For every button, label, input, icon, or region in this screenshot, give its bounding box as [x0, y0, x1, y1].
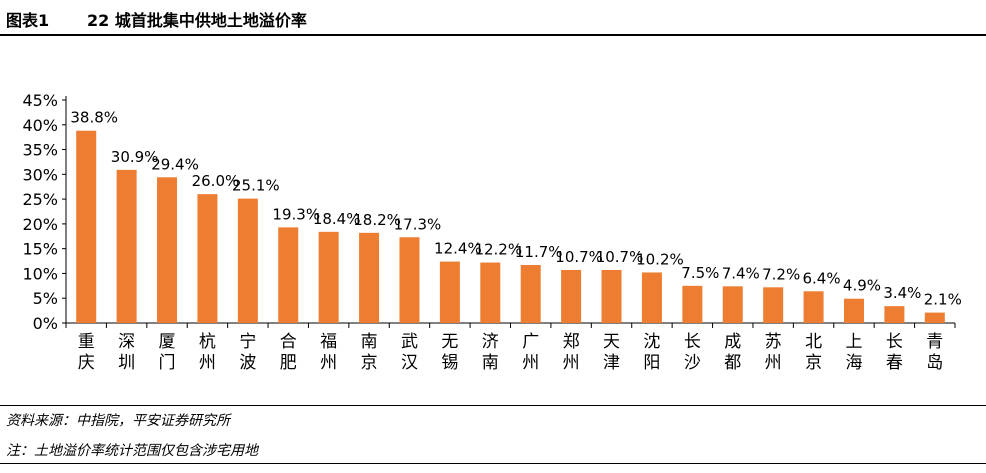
category-label: 长沙 [684, 332, 701, 373]
bar-9 [399, 237, 420, 323]
source-note: 资料来源：中指院，平安证券研究所 [6, 413, 230, 429]
bar-12 [520, 265, 541, 323]
category-label: 武汉 [401, 332, 418, 373]
bar-2 [116, 169, 137, 323]
y-tick-label: 35% [22, 141, 58, 160]
footer-divider [0, 405, 986, 406]
bar-6 [278, 227, 299, 323]
figure-header: 图表1 22 城首批集中供地土地溢价率 [0, 0, 986, 36]
y-tick-label: 0% [33, 314, 58, 333]
y-tick-label: 15% [22, 240, 58, 259]
data-label: 4.9% [843, 277, 881, 295]
bar-11 [480, 262, 501, 323]
category-label: 成都 [724, 332, 741, 373]
bar-16 [682, 285, 703, 323]
y-tick-label: 20% [22, 215, 58, 234]
bar-14 [601, 269, 622, 323]
data-label: 19.3% [272, 205, 320, 223]
category-label: 上海 [845, 332, 862, 373]
data-label: 29.4% [151, 155, 199, 173]
bar-22 [924, 312, 945, 323]
footnote: 注：土地溢价率统计范围仅包含涉宅用地 [6, 443, 258, 459]
data-label: 25.1% [232, 177, 280, 195]
data-label: 10.7% [555, 248, 603, 266]
category-label: 无锡 [441, 332, 458, 373]
bar-10 [439, 261, 460, 323]
category-label: 合肥 [280, 332, 297, 373]
category-label: 天津 [603, 332, 620, 373]
figure-title: 22 城首批集中供地土地溢价率 [87, 11, 307, 30]
category-label: 沈阳 [643, 332, 660, 373]
data-label: 6.4% [803, 269, 841, 287]
category-label: 济南 [482, 332, 499, 373]
bar-17 [722, 286, 743, 323]
bar-8 [359, 232, 380, 323]
data-label: 17.3% [394, 215, 442, 233]
bar-5 [237, 198, 258, 323]
category-label: 北京 [805, 332, 822, 373]
bar-chart: 0% 5% 10% 15% 20% 25% 30% 35% 40% 45% 38.8% 重庆 30.9%… [22, 91, 962, 373]
bar-21 [884, 306, 905, 323]
data-label: 7.4% [722, 264, 760, 282]
category-label: 重庆 [78, 332, 95, 373]
bar-7 [318, 231, 339, 323]
bar-1 [76, 130, 97, 323]
y-tick-label: 5% [33, 289, 58, 308]
bar-20 [843, 298, 864, 323]
data-label: 11.7% [515, 243, 563, 261]
bar-19 [803, 291, 824, 323]
data-label: 2.1% [924, 291, 962, 309]
category-label: 南京 [361, 332, 378, 373]
category-label: 苏州 [765, 332, 782, 373]
category-label: 福州 [320, 332, 337, 373]
y-tick-label: 45% [22, 91, 58, 110]
data-label: 12.2% [474, 241, 522, 259]
data-label: 38.8% [70, 109, 118, 127]
data-label: 26.0% [192, 172, 240, 190]
data-label: 12.4% [434, 240, 482, 258]
bar-3 [157, 177, 178, 323]
bar-4 [197, 194, 218, 323]
bar-18 [763, 287, 784, 323]
y-tick-label: 30% [22, 165, 58, 184]
data-label: 18.4% [313, 210, 361, 228]
category-label: 长春 [886, 332, 903, 373]
y-tick-label: 10% [22, 264, 58, 283]
data-label: 7.2% [762, 265, 800, 283]
data-label: 10.7% [596, 248, 644, 266]
category-label: 杭州 [199, 332, 216, 373]
data-label: 18.2% [353, 211, 401, 229]
category-label: 厦门 [159, 332, 176, 373]
bar-15 [641, 272, 662, 323]
data-label: 3.4% [883, 284, 921, 302]
y-tick-label: 25% [22, 190, 58, 209]
figure-number: 图表1 [6, 11, 50, 30]
category-label: 广州 [522, 332, 539, 373]
data-label: 10.2% [636, 250, 684, 268]
category-label: 青岛 [926, 332, 943, 373]
category-label: 宁波 [239, 332, 256, 373]
category-label: 郑州 [563, 332, 580, 373]
data-label: 7.5% [681, 264, 719, 282]
bar-13 [561, 269, 582, 323]
y-tick-label: 40% [22, 116, 58, 135]
category-label: 深圳 [118, 332, 135, 373]
footer-bottom-divider [0, 463, 986, 464]
data-label: 30.9% [111, 148, 159, 166]
